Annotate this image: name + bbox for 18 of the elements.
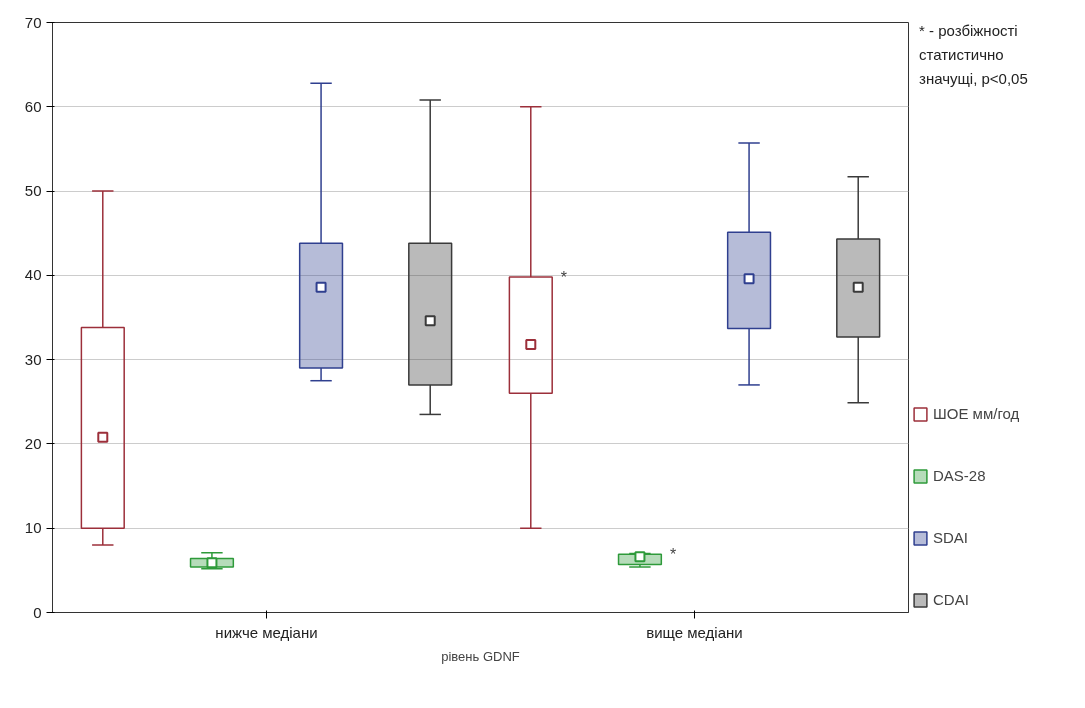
y-tick-label: 20 [24,434,42,452]
y-tick-label: 10 [24,519,42,537]
legend-label: SDAI [933,529,969,546]
text: * [669,545,677,563]
text: * - розбіжності статистично значущі, p<0,05 [919,21,1028,89]
legend-label: DAS-28 [933,467,986,484]
y-tick-label: 70 [24,13,42,31]
y-tick-label: 40 [24,266,42,284]
legend-label: CDAI [933,591,969,608]
y-tick-label: 30 [24,350,42,368]
x-tick-label: вище медіани [646,623,743,641]
x-tick-label: нижче медіани [215,623,318,641]
y-tick-label: 0 [33,603,42,621]
text: * [560,268,567,286]
legend-label: ШОЕ мм/год [933,405,1020,422]
y-tick-label: 60 [24,97,42,115]
y-tick-label: 50 [24,182,42,200]
x-axis-title: рівень GDNF [441,648,520,664]
